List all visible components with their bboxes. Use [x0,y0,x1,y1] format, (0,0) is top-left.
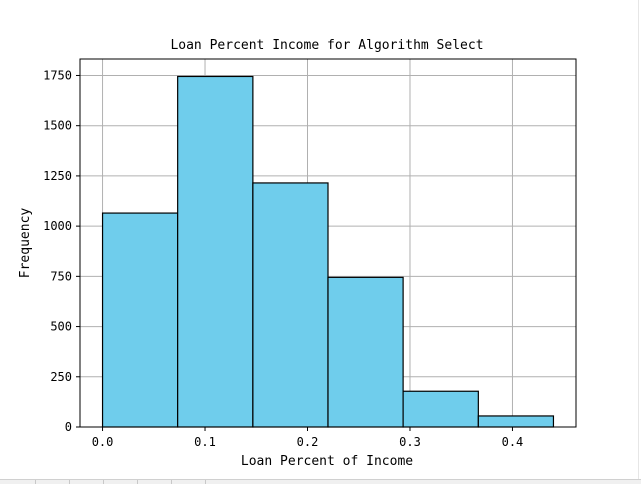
chart-title: Loan Percent Income for Algorithm Select [170,38,483,53]
taskbar-tab[interactable] [35,480,68,484]
histogram-bars [101,75,555,428]
histogram-bar [327,276,404,428]
y-axis-label: Frequency [18,208,33,279]
taskbar-tab[interactable] [205,480,238,484]
taskbar-tab[interactable] [69,480,102,484]
x-axis-ticks: 0.0 0.1 0.2 0.3 0.4 [92,427,524,449]
y-tick-label: 500 [50,320,72,334]
histogram-bar [101,212,179,428]
y-axis-ticks: 0 250 500 750 1000 1250 1500 1750 [43,68,80,434]
taskbar-strip [0,479,641,484]
histogram-bar [402,390,479,428]
x-tick-label: 0.3 [399,435,421,449]
y-tick-label: 1250 [43,169,72,183]
x-tick-label: 0.1 [194,435,216,449]
window-edge [638,0,641,484]
histogram-bar [477,415,555,428]
histogram-bar [177,75,254,428]
x-axis-label: Loan Percent of Income [241,454,413,469]
taskbar-tab[interactable] [171,480,204,484]
y-tick-label: 0 [65,420,72,434]
y-tick-label: 1750 [43,68,72,82]
plot-frame [79,58,577,428]
taskbar-tab[interactable] [137,480,170,484]
x-tick-label: 0.2 [297,435,319,449]
x-tick-label: 0.0 [92,435,114,449]
histogram-bar [252,182,329,428]
taskbar-tab[interactable] [103,480,136,484]
y-tick-label: 750 [50,269,72,283]
y-tick-label: 1500 [43,119,72,133]
y-tick-label: 250 [50,370,72,384]
x-tick-label: 0.4 [502,435,524,449]
y-tick-label: 1000 [43,219,72,233]
